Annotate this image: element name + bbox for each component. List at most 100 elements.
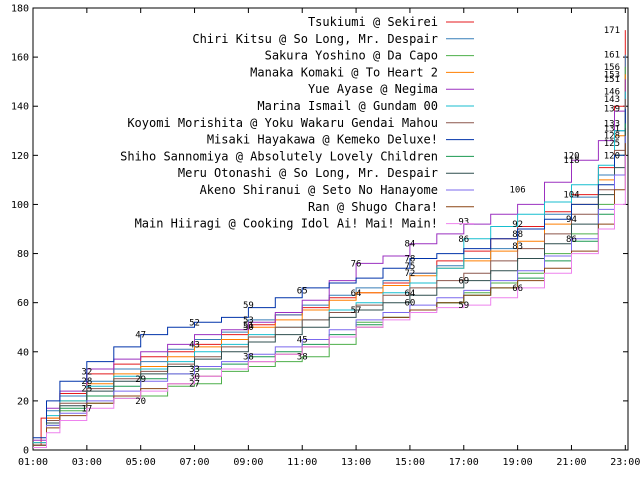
data-label: 65	[297, 286, 308, 296]
data-label: 120	[563, 151, 579, 161]
legend-entry-label: Manaka Komaki @ To Heart 2	[250, 65, 438, 79]
data-label: 38	[243, 353, 254, 363]
series-line	[33, 128, 626, 446]
x-tick-label: 17:00	[449, 457, 479, 468]
data-label: 84	[405, 240, 416, 250]
data-label: 30	[189, 372, 200, 382]
final-value-label: 156	[604, 63, 620, 73]
data-label: 72	[405, 269, 416, 279]
x-tick-label: 09:00	[233, 457, 263, 468]
data-label: 50	[243, 323, 254, 333]
x-tick-label: 11:00	[287, 457, 317, 468]
data-label: 69	[458, 277, 469, 287]
legend-entry-label: Sakura Yoshino @ Da Capo	[265, 49, 438, 63]
data-label: 57	[351, 306, 362, 316]
series-line	[33, 91, 626, 444]
series-lines	[33, 30, 626, 448]
y-tick-label: 0	[23, 446, 29, 457]
data-label: 92	[512, 220, 523, 230]
final-value-label: 161	[604, 51, 620, 61]
x-tick-label: 15:00	[395, 457, 425, 468]
data-label: 76	[351, 259, 362, 269]
data-label: 33	[189, 365, 200, 375]
final-value-label: 131	[604, 124, 620, 134]
y-tick-label: 80	[17, 249, 29, 260]
final-value-label: 151	[604, 75, 620, 85]
legend-entry-label: Shiho Sannomiya @ Absolutely Lovely Chil…	[120, 149, 438, 163]
data-label: 29	[135, 375, 146, 385]
data-labels: 43 51 64 78 171 53 75 92 161 20 27 38 156 32 72 104 153 7…	[81, 26, 620, 414]
y-tick-label: 180	[11, 4, 29, 15]
x-tick-label: 01:00	[18, 457, 48, 468]
y-tick-label: 160	[11, 53, 29, 64]
final-value-label: 153	[604, 70, 620, 80]
data-label: 83	[512, 242, 523, 252]
data-label: 66	[512, 284, 523, 294]
axis-ticks: 0 20 40 60 80 100 120 140 160 180 01:00 03:00 05:00 0…	[11, 4, 640, 469]
legend-entry-label: Koyomi Morishita @ Yoku Wakaru Gendai Ma…	[127, 116, 438, 130]
data-label: 75	[405, 262, 416, 272]
data-label: 64	[405, 289, 416, 299]
y-tick-label: 120	[11, 151, 29, 162]
data-label: 86	[566, 235, 577, 245]
series-line	[33, 108, 626, 439]
data-label: 86	[458, 235, 469, 245]
data-label: 27	[189, 380, 200, 390]
data-label: 45	[297, 336, 308, 346]
y-tick-label: 20	[17, 396, 29, 407]
final-value-label: 128	[604, 132, 620, 142]
x-tick-label: 13:00	[341, 457, 371, 468]
legend-entry-label: Meru Otonashi @ So Long, Mr. Despair	[178, 166, 438, 180]
final-value-label: 125	[604, 139, 620, 149]
data-label: 51	[243, 321, 254, 331]
data-label: 88	[512, 230, 523, 240]
x-tick-label: 21:00	[556, 457, 586, 468]
x-tick-label: 23:00	[610, 457, 640, 468]
data-label: 106	[509, 186, 525, 196]
x-tick-label: 19:00	[503, 457, 533, 468]
legend-entry-label: Yue Ayase @ Negima	[308, 82, 438, 96]
data-label: 38	[297, 353, 308, 363]
plot-frame	[32, 7, 629, 451]
y-tick-label: 40	[17, 347, 29, 358]
legend-entry-label: Misaki Hayakawa @ Kemeko Deluxe!	[207, 133, 438, 147]
legend-entry-label: Main Hiiragi @ Cooking Idol Ai! Mai! Mai…	[135, 217, 438, 231]
legend: Tsukiumi @ Sekirei Chiri Kitsu @ So Long,…	[120, 15, 474, 231]
y-tick-label: 60	[17, 298, 29, 309]
data-label: 32	[81, 367, 92, 377]
data-label: 60	[405, 299, 416, 309]
legend-entry-label: Ran @ Shugo Chara!	[308, 200, 438, 214]
x-tick-label: 05:00	[126, 457, 156, 468]
series-line	[33, 135, 626, 446]
data-label: 53	[243, 316, 254, 326]
data-label: 104	[563, 191, 579, 201]
x-tick-label: 07:00	[179, 457, 209, 468]
x-tick-label: 03:00	[72, 457, 102, 468]
data-label: 94	[566, 215, 577, 225]
legend-entry-label: Akeno Shiranui @ Seto No Hanayome	[200, 183, 438, 197]
data-label: 64	[351, 289, 362, 299]
legend-entry-label: Chiri Kitsu @ So Long, Mr. Despair	[192, 32, 438, 46]
data-label: 59	[458, 301, 469, 311]
data-label: 52	[189, 318, 200, 328]
y-tick-label: 100	[11, 200, 29, 211]
data-label: 20	[135, 397, 146, 407]
legend-entry-label: Marina Ismail @ Gundam 00	[257, 99, 438, 113]
final-value-label: 139	[604, 105, 620, 115]
final-value-label: 171	[604, 26, 620, 36]
series-line	[33, 155, 626, 448]
data-label: 59	[243, 301, 254, 311]
data-label: 43	[189, 340, 200, 350]
final-value-label: 143	[604, 95, 620, 105]
data-label: 25	[81, 385, 92, 395]
series-line	[33, 98, 626, 446]
final-value-label: 133	[604, 119, 620, 129]
data-label: 17	[81, 404, 92, 414]
data-label: 118	[563, 156, 579, 166]
final-value-label: 120	[604, 151, 620, 161]
y-tick-label: 140	[11, 102, 29, 113]
data-label: 78	[405, 254, 416, 264]
legend-entry-label: Tsukiumi @ Sekirei	[308, 15, 438, 29]
data-label: 93	[458, 218, 469, 228]
